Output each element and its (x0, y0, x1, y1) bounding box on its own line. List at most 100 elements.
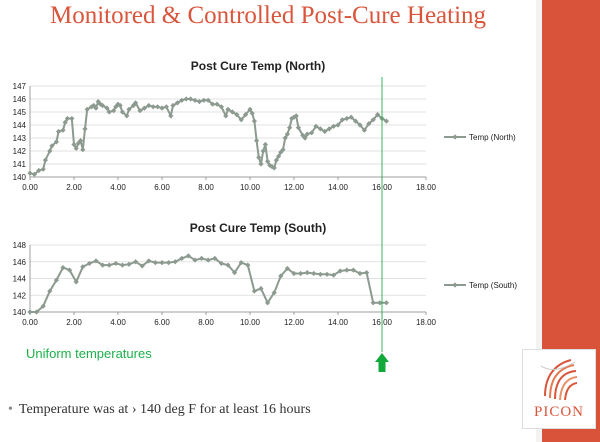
chart-north-data-point (287, 125, 293, 131)
chart-south-data-point (331, 272, 337, 278)
chart-south-title: Post Cure Temp (South) (190, 221, 326, 235)
chart-south-data-point (172, 259, 178, 265)
chart-south-data-point (199, 255, 205, 261)
chart-north-data-point (47, 148, 53, 154)
chart-north-data-point (348, 114, 354, 120)
chart-south-data-point (159, 259, 165, 266)
chart-south-data-point (344, 267, 350, 273)
chart-north-xtick: 0.00 (22, 183, 38, 192)
chart-south-data-point (370, 300, 376, 306)
chart-north-data-point (225, 106, 231, 112)
chart-south-data-point (364, 270, 370, 276)
chart-north-data-point (251, 118, 257, 124)
chart-north-legend-marker (452, 134, 458, 140)
chart-south-xtick: 4.00 (110, 318, 126, 327)
chart-south-xtick: 2.00 (66, 318, 82, 327)
picon-logo-text: PICON (533, 404, 584, 420)
picon-logo-mark (541, 359, 577, 401)
marker-line-layer (375, 77, 389, 372)
chart-north-data-point (130, 102, 136, 109)
chart-south-data-point (225, 262, 231, 268)
picon-logo: PICON (522, 349, 596, 429)
chart-south-ytick: 140 (13, 308, 27, 317)
chart-north-xtick: 8.00 (198, 183, 214, 192)
chart-north-data-point (78, 138, 84, 144)
chart-south-data-point (185, 253, 191, 259)
chart-south-data-point (73, 279, 79, 285)
chart-north-data-point (254, 138, 260, 144)
chart-north-data-point (205, 97, 211, 103)
chart-north-data-point (64, 115, 70, 122)
chart-north-data-point (309, 130, 315, 136)
chart-north-ytick: 144 (13, 121, 27, 130)
chart-north-data-point (106, 109, 112, 115)
chart-north-data-point (115, 101, 121, 107)
chart-south-data-point (53, 277, 59, 283)
chart-north-data-point (304, 131, 310, 137)
chart-south-data-point (119, 262, 125, 268)
chart-north-data-point (69, 115, 75, 122)
chart-north-xtick: 4.00 (110, 183, 126, 192)
chart-north-data-point (141, 105, 147, 111)
chart-north-data-point (375, 112, 381, 118)
chart-north-data-point (295, 125, 301, 131)
chart-north-data-point (282, 135, 288, 141)
uniform-temperatures-callout: Uniform temperatures (26, 346, 152, 361)
chart-north-ytick: 143 (13, 134, 27, 143)
chart-north-data-point (370, 117, 376, 123)
chart-south-data-point (113, 260, 119, 267)
chart-south-data-point (166, 259, 172, 266)
chart-south-data-point (133, 259, 139, 265)
chart-north-data-point (366, 121, 372, 127)
chart-south-data-point (40, 303, 46, 309)
chart-north-xtick: 12.00 (284, 183, 305, 192)
chart-north-ytick: 146 (13, 95, 27, 104)
chart-north-data-point (36, 167, 42, 174)
chart-south-legend-marker (452, 282, 458, 288)
chart-north-data-point (339, 117, 345, 123)
chart-north-ytick: 141 (13, 160, 27, 169)
chart-north-data-point (179, 97, 185, 103)
chart-south-data-point (218, 260, 224, 267)
chart-south-data-point (34, 309, 40, 315)
chart-north-data-point (331, 123, 337, 129)
chart-south-data-point (278, 273, 284, 279)
chart-north-data-point (249, 110, 255, 116)
chart-south-data-point (284, 265, 290, 272)
chart-south-data-point (212, 255, 218, 261)
chart-north-data-point (93, 105, 99, 111)
chart-north-xtick: 10.00 (240, 183, 261, 192)
chart-south-data-point (106, 262, 112, 268)
chart-north-data-point (335, 122, 341, 128)
chart-north-data-point (159, 105, 165, 111)
chart-south-data-point (357, 270, 363, 277)
chart-north-data-point (262, 141, 268, 148)
chart-south-data-point (47, 288, 53, 294)
chart-north-xtick: 18.00 (416, 183, 437, 192)
chart-south-data-point (80, 264, 86, 270)
chart-south-data-point (291, 270, 297, 277)
chart-north-data-point (53, 139, 59, 145)
chart-north-data-point (267, 162, 273, 168)
chart-north-data-point (300, 132, 306, 138)
chart-north-data-point (284, 131, 290, 137)
chart-south-data-point (337, 268, 343, 274)
bullet-item: • Temperature was at › 140 deg F for at l… (8, 402, 311, 418)
chart-north-data-point (276, 153, 282, 159)
chart-north-data-point (60, 127, 66, 133)
chart-north-series-line (29, 98, 387, 176)
chart-north-data-point (326, 126, 332, 132)
chart-south-data-point (271, 290, 277, 296)
chart-north-ytick: 140 (13, 173, 27, 182)
chart-north-data-point (322, 128, 328, 135)
chart-south-data-point (27, 309, 33, 315)
chart-north-data-point (62, 119, 68, 125)
chart-north-data-point (344, 115, 350, 122)
chart-north-data-point (42, 157, 48, 163)
chart-north-data-point (111, 108, 117, 114)
chart-north-data-point (100, 102, 106, 109)
slide-title: Monitored & Controlled Post-Cure Heating (49, 2, 487, 29)
chart-north-data-point (31, 171, 37, 177)
chart-north-data-point (49, 143, 55, 149)
